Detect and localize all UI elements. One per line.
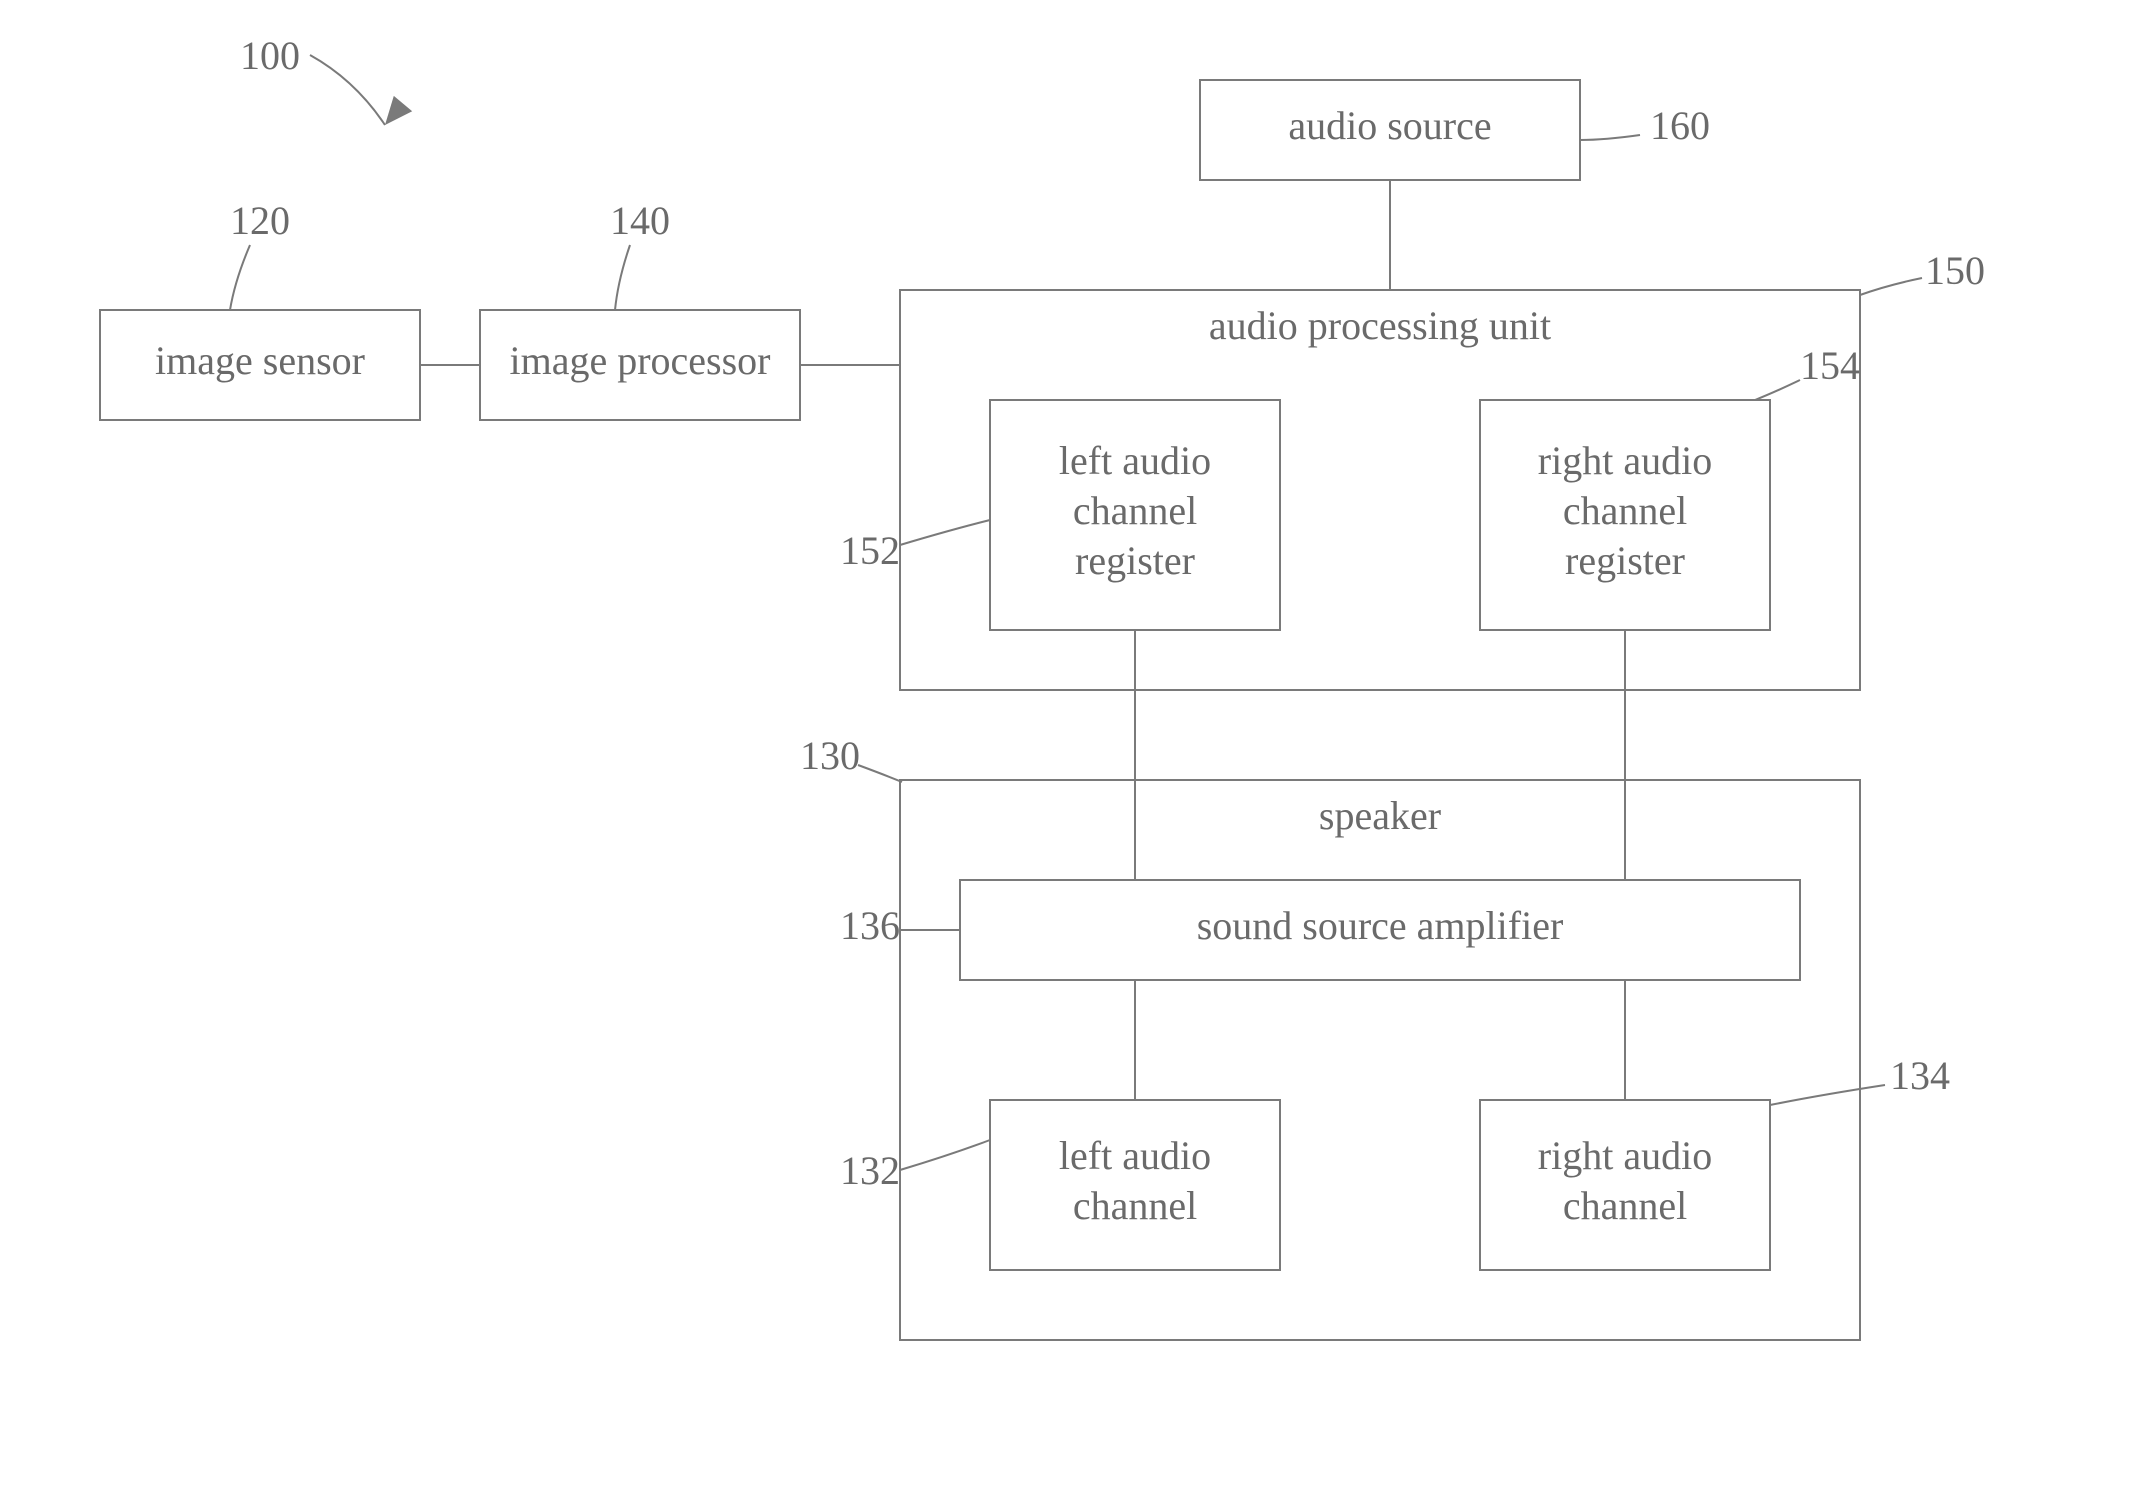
node-label-left_ch-line1: channel — [1073, 1183, 1197, 1228]
ref-r150: 150 — [1860, 248, 1985, 295]
ref-label-r160: 160 — [1650, 103, 1710, 148]
node-left_ch: left audio channel — [990, 1100, 1280, 1270]
ref-r120: 120 — [230, 198, 290, 310]
node-label-apu: audio processing unit — [1209, 303, 1551, 348]
node-image_sensor: image sensor — [100, 310, 420, 420]
block-diagram: audio processing unit speaker image sensor… — [0, 0, 2150, 1512]
ref-arrowhead-r100 — [385, 96, 412, 125]
node-label-right_ch-line1: channel — [1563, 1183, 1687, 1228]
node-amp: sound source amplifier — [960, 880, 1800, 980]
ref-label-r154: 154 — [1800, 343, 1860, 388]
ref-label-r150: 150 — [1925, 248, 1985, 293]
node-audio_source: audio source — [1200, 80, 1580, 180]
node-label-right_reg-line2: register — [1565, 538, 1685, 583]
ref-label-r120: 120 — [230, 198, 290, 243]
node-right_reg: right audio channel register — [1480, 400, 1770, 630]
node-image_processor: image processor — [480, 310, 800, 420]
node-left_reg: left audio channel register — [990, 400, 1280, 630]
node-label-left_reg-line1: channel — [1073, 488, 1197, 533]
node-label-right_reg-line0: right audio — [1538, 438, 1712, 483]
ref-label-r140: 140 — [610, 198, 670, 243]
ref-label-r100: 100 — [240, 33, 300, 78]
ref-label-r134: 134 — [1890, 1053, 1950, 1098]
node-label-left_reg-line0: left audio — [1059, 438, 1211, 483]
ref-lead-r140 — [615, 245, 630, 310]
ref-label-r132: 132 — [840, 1148, 900, 1193]
node-label-left_ch-line0: left audio — [1059, 1133, 1211, 1178]
node-label-left_reg-line2: register — [1075, 538, 1195, 583]
ref-lead-r150 — [1860, 278, 1922, 295]
ref-lead-r130 — [858, 765, 902, 782]
node-label-right_reg-line1: channel — [1563, 488, 1687, 533]
ref-r140: 140 — [610, 198, 670, 310]
ref-label-r152: 152 — [840, 528, 900, 573]
ref-lead-r120 — [230, 245, 250, 310]
node-label-audio_source: audio source — [1288, 103, 1491, 148]
ref-r100: 100 — [240, 33, 412, 125]
node-label-speaker: speaker — [1319, 793, 1441, 838]
ref-lead-r160 — [1580, 135, 1640, 140]
node-label-right_ch-line0: right audio — [1538, 1133, 1712, 1178]
ref-r130: 130 — [800, 733, 902, 782]
node-label-image_processor: image processor — [509, 338, 770, 383]
ref-r160: 160 — [1580, 103, 1710, 148]
node-label-amp: sound source amplifier — [1197, 903, 1564, 948]
ref-arrow-r100 — [310, 55, 385, 125]
node-right_ch: right audio channel — [1480, 1100, 1770, 1270]
ref-label-r136: 136 — [840, 903, 900, 948]
ref-label-r130: 130 — [800, 733, 860, 778]
node-label-image_sensor: image sensor — [155, 338, 365, 383]
